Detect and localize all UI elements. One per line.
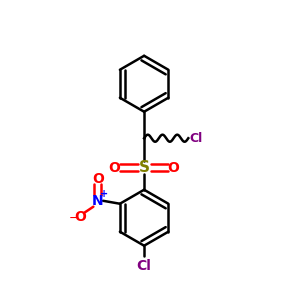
Text: S: S xyxy=(139,160,150,175)
Text: O: O xyxy=(109,161,121,175)
Text: Cl: Cl xyxy=(137,259,152,273)
Text: +: + xyxy=(100,189,108,199)
Text: Cl: Cl xyxy=(190,132,203,145)
Text: N: N xyxy=(92,194,103,208)
Text: −: − xyxy=(68,212,79,225)
Text: O: O xyxy=(168,161,179,175)
Text: O: O xyxy=(92,172,104,186)
Text: O: O xyxy=(74,210,86,224)
